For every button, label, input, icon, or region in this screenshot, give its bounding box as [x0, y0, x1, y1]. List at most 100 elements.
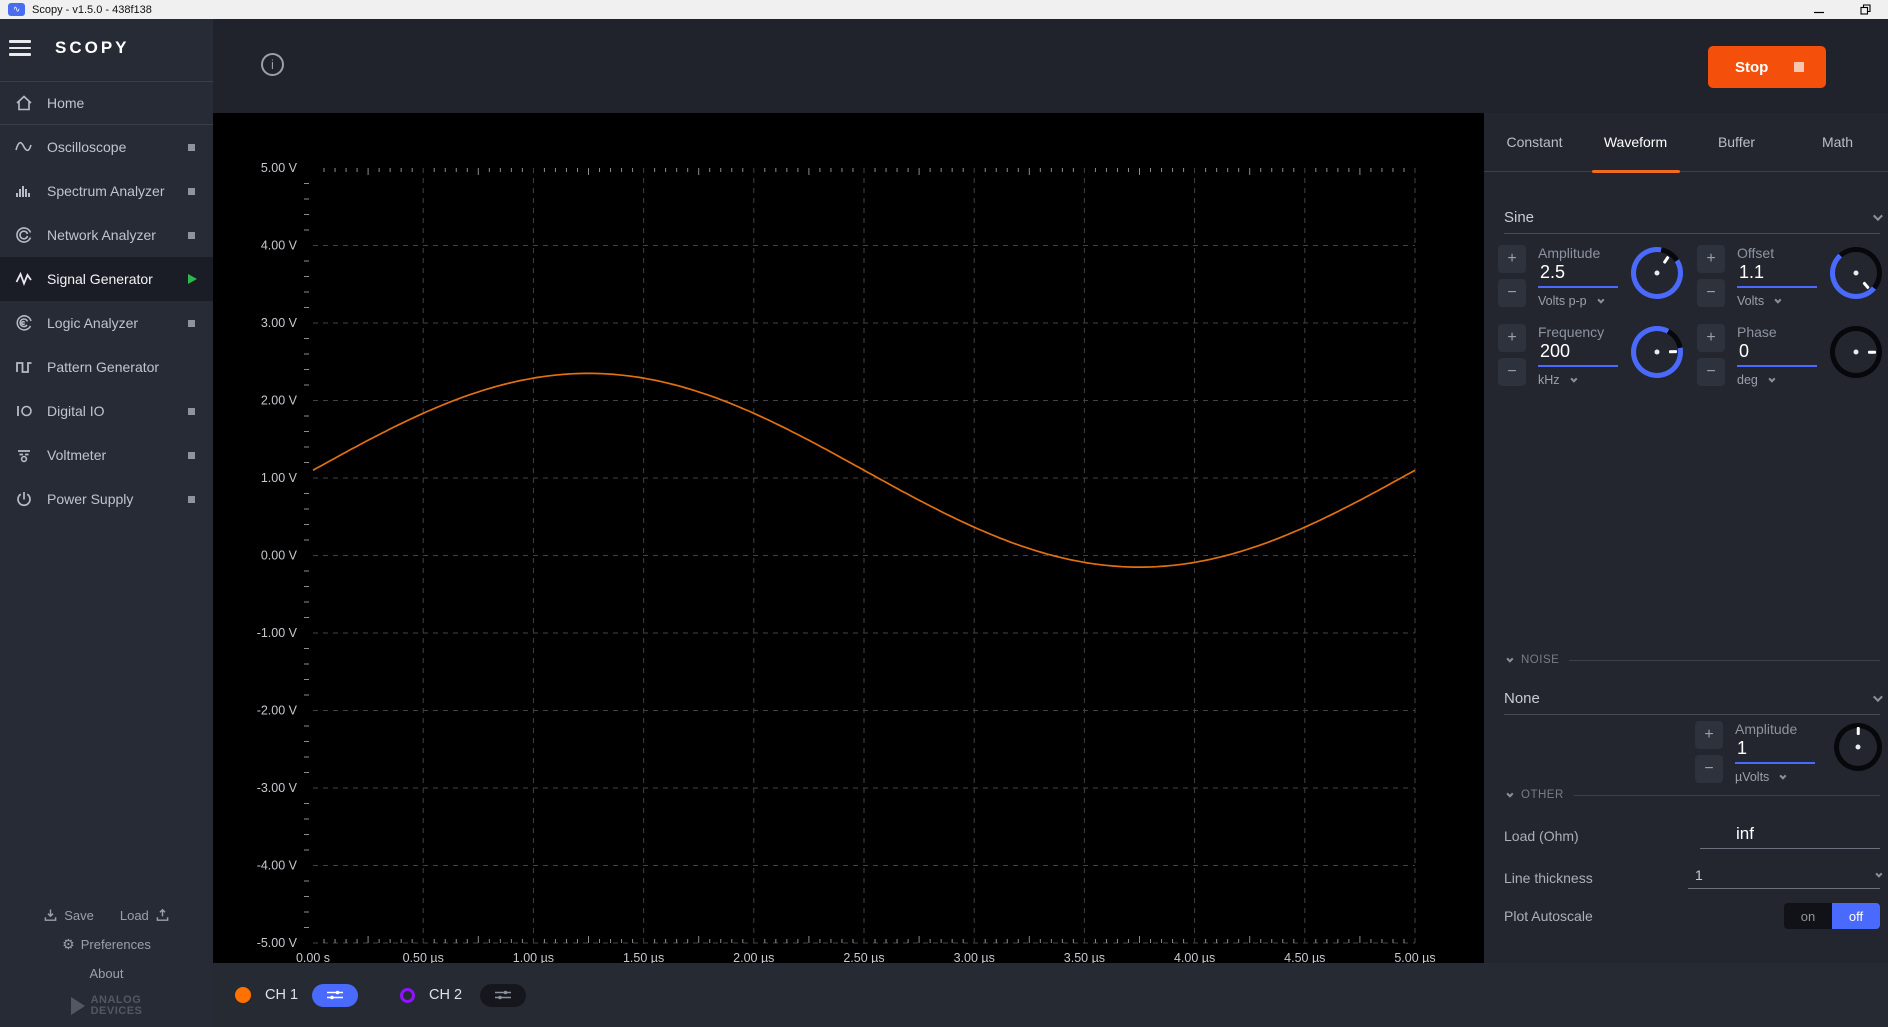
offset-decrement-button[interactable]: −: [1697, 279, 1725, 307]
tab-constant[interactable]: Constant: [1506, 134, 1563, 150]
stop-label: Stop: [1735, 58, 1769, 76]
analog-devices-logo: ANALOG DEVICES: [0, 995, 213, 1017]
ch1-color-dot[interactable]: [235, 987, 251, 1003]
stopped-indicator: [188, 451, 195, 459]
sidebar-item-label: Spectrum Analyzer: [47, 183, 165, 199]
sidebar-item-signal-generator[interactable]: Signal Generator: [0, 257, 213, 301]
svg-text:3.50 µs: 3.50 µs: [1064, 951, 1105, 963]
frequency-unit-select[interactable]: kHz: [1538, 373, 1624, 387]
sidebar: SCOPY Home Oscilloscope Spectrum Analyze…: [0, 19, 213, 1027]
svg-text:0.00 s: 0.00 s: [296, 951, 330, 963]
toolbar-header: i Stop: [213, 19, 1888, 113]
adi-triangle-icon: [70, 997, 85, 1015]
noise-amplitude-knob[interactable]: [1834, 723, 1882, 771]
ch2-label: CH 2: [429, 987, 463, 1003]
ch1-label: CH 1: [265, 987, 299, 1003]
info-button[interactable]: i: [261, 53, 284, 76]
sidebar-item-digital-io[interactable]: Digital IO: [0, 389, 213, 433]
autoscale-off-option[interactable]: off: [1832, 903, 1880, 929]
minimize-button[interactable]: [1796, 0, 1842, 19]
preferences-label: Preferences: [80, 937, 151, 952]
frequency-decrement-button[interactable]: −: [1498, 358, 1526, 386]
amplitude-unit-select[interactable]: Volts p-p: [1538, 294, 1624, 308]
minimize-icon: [1814, 11, 1824, 13]
preferences-button[interactable]: ⚙ Preferences: [0, 936, 213, 953]
waveform-type-select[interactable]: Sine: [1504, 201, 1883, 234]
svg-text:3.00 V: 3.00 V: [261, 316, 298, 330]
amplitude-increment-button[interactable]: +: [1498, 245, 1526, 273]
stopped-indicator: [188, 319, 195, 327]
amplitude-value-input[interactable]: 2.5: [1538, 261, 1618, 288]
amplitude-decrement-button[interactable]: −: [1498, 279, 1526, 307]
chevron-down-icon: [1768, 375, 1776, 383]
sidebar-item-spectrum-analyzer[interactable]: Spectrum Analyzer: [0, 169, 213, 213]
tab-waveform[interactable]: Waveform: [1585, 113, 1686, 171]
plot-autoscale-row: Plot Autoscale on off: [1504, 899, 1880, 933]
noise-amplitude-decrement-button[interactable]: −: [1695, 755, 1723, 783]
line-thickness-label: Line thickness: [1504, 870, 1593, 886]
sidebar-item-label: Oscilloscope: [47, 139, 127, 155]
stop-button[interactable]: Stop: [1708, 46, 1826, 88]
amplitude-knob[interactable]: [1631, 247, 1683, 299]
scopy-logo: SCOPY: [55, 38, 130, 57]
ch2-color-ring[interactable]: [400, 987, 416, 1003]
chevron-down-icon: [1506, 790, 1514, 798]
offset-unit-select[interactable]: Volts: [1737, 294, 1823, 308]
plot-autoscale-toggle[interactable]: on off: [1784, 903, 1880, 929]
phase-decrement-button[interactable]: −: [1697, 358, 1725, 386]
ch2-settings-button[interactable]: [480, 983, 527, 1007]
load-button[interactable]: Load: [120, 907, 171, 924]
other-section-header[interactable]: OTHER: [1498, 789, 1880, 801]
sidebar-item-logic-analyzer[interactable]: Logic Analyzer: [0, 301, 213, 345]
offset-knob[interactable]: [1830, 247, 1882, 299]
line-thickness-select[interactable]: 1: [1688, 867, 1883, 889]
stopped-indicator: [188, 495, 195, 503]
plot-autoscale-label: Plot Autoscale: [1504, 908, 1593, 924]
save-download-icon: [44, 909, 57, 921]
sidebar-item-power-supply[interactable]: Power Supply: [0, 477, 213, 521]
sidebar-item-pattern-generator[interactable]: Pattern Generator: [0, 345, 213, 389]
noise-section-header[interactable]: NOISE: [1498, 654, 1880, 666]
autoscale-on-option[interactable]: on: [1784, 903, 1832, 929]
noise-amplitude-increment-button[interactable]: +: [1695, 721, 1723, 749]
settings-panel: Constant Waveform Buffer Math Sine + − A…: [1484, 113, 1888, 963]
tab-math[interactable]: Math: [1821, 134, 1854, 150]
restore-button[interactable]: [1842, 0, 1888, 19]
frequency-knob[interactable]: [1631, 326, 1683, 378]
phase-value-input[interactable]: 0: [1737, 340, 1817, 367]
svg-text:5.00 µs: 5.00 µs: [1394, 951, 1435, 963]
noise-amplitude-control: + − Amplitude 1 µVolts: [1695, 721, 1882, 784]
svg-text:0.50 µs: 0.50 µs: [403, 951, 444, 963]
noise-amplitude-unit-select[interactable]: µVolts: [1735, 770, 1821, 784]
svg-text:2.50 µs: 2.50 µs: [843, 951, 884, 963]
waveform-plot[interactable]: 5.00 V 4.00 V 3.00 V 2.00 V 1.00 V 0.00 V -1.0…: [213, 113, 1484, 965]
tab-buffer[interactable]: Buffer: [1717, 134, 1756, 150]
about-button[interactable]: About: [89, 966, 124, 981]
noise-amplitude-value-input[interactable]: 1: [1735, 737, 1815, 764]
sidebar-item-label: Digital IO: [47, 403, 105, 419]
phase-increment-button[interactable]: +: [1697, 324, 1725, 352]
phase-unit-select[interactable]: deg: [1737, 373, 1823, 387]
noise-type-select[interactable]: None: [1504, 683, 1883, 715]
sliders-icon: [327, 990, 344, 1000]
restore-icon: [1859, 4, 1871, 15]
phase-knob[interactable]: [1830, 326, 1882, 378]
sidebar-item-label: Power Supply: [47, 491, 134, 507]
offset-control: + − Offset 1.1 Volts: [1697, 245, 1882, 308]
sidebar-item-label: Network Analyzer: [47, 227, 156, 243]
sidebar-item-network-analyzer[interactable]: Network Analyzer: [0, 213, 213, 257]
offset-increment-button[interactable]: +: [1697, 245, 1725, 273]
frequency-increment-button[interactable]: +: [1498, 324, 1526, 352]
line-thickness-row: Line thickness 1: [1504, 861, 1883, 895]
sidebar-item-voltmeter[interactable]: Voltmeter: [0, 433, 213, 477]
svg-text:4.00 V: 4.00 V: [261, 239, 298, 253]
save-button[interactable]: Save: [42, 907, 94, 924]
ch1-settings-button[interactable]: [312, 983, 359, 1007]
sidebar-item-home[interactable]: Home: [0, 81, 213, 125]
load-ohm-input[interactable]: inf: [1700, 824, 1880, 849]
sidebar-item-oscilloscope[interactable]: Oscilloscope: [0, 125, 213, 169]
offset-value-input[interactable]: 1.1: [1737, 261, 1817, 288]
frequency-value-input[interactable]: 200: [1538, 340, 1618, 367]
amplitude-label: Amplitude: [1538, 245, 1601, 261]
menu-hamburger-button[interactable]: [9, 34, 43, 62]
